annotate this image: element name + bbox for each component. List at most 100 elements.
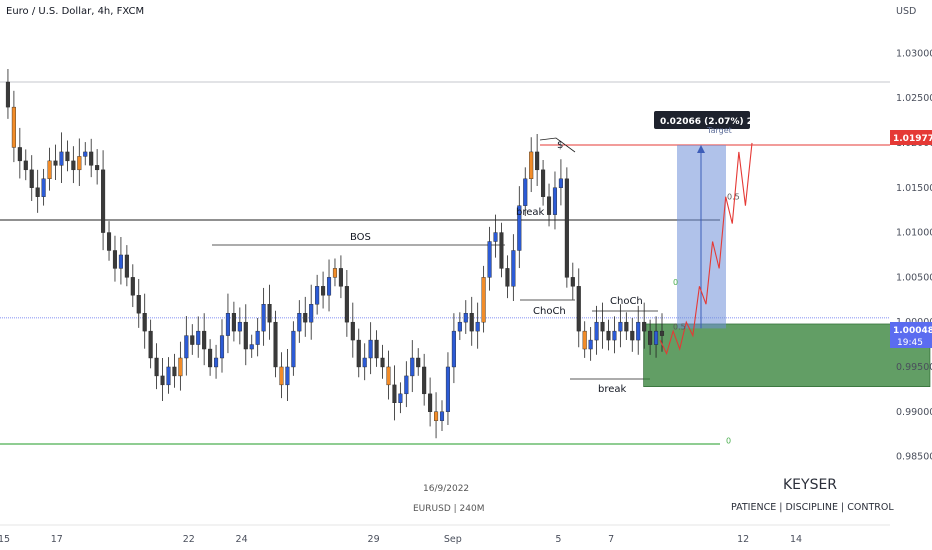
candle-body [136, 295, 141, 314]
candle-body [190, 335, 195, 345]
break-upper-label: break [516, 207, 545, 218]
candle-body [243, 321, 248, 350]
target-price-badge [890, 130, 932, 145]
y-tick-label: 1.01000 [896, 228, 932, 239]
y-tick-label: 1.03000 [896, 48, 932, 59]
price-axis-pane[interactable] [890, 0, 932, 550]
annotations: BOS break ChoCh ChoCh break $ 16/9/2022 … [350, 140, 643, 514]
candle-body [202, 330, 207, 350]
choch-right-label: ChoCh [610, 296, 643, 307]
candle-body [588, 339, 593, 350]
candle-body [47, 160, 52, 180]
candle-body [374, 339, 379, 359]
x-tick-label: 7 [608, 534, 614, 545]
projection-arrow-head [697, 145, 705, 154]
candle-body [451, 330, 456, 368]
candle-body [29, 169, 34, 188]
candle-body [23, 160, 28, 171]
candle-body [59, 151, 64, 166]
y-tick-label: 0.98500 [896, 452, 932, 463]
candle-body [41, 178, 46, 197]
candle-body [315, 286, 320, 305]
candle-body [445, 366, 450, 412]
candle-body [564, 178, 569, 278]
candle-body [659, 330, 665, 336]
projection: 0 0.5 0.5 0 [659, 142, 753, 445]
candle-body [600, 321, 605, 332]
candle-body [297, 313, 302, 332]
fib-level-label: 0 [726, 436, 731, 445]
candle-body [582, 330, 587, 350]
candle-body [356, 339, 361, 368]
candle-body [261, 304, 266, 332]
x-tick-label: 15 [0, 534, 10, 545]
candle-body [83, 151, 88, 157]
candle-body [279, 366, 284, 386]
x-tick-label: Sep [444, 534, 462, 545]
candle-body [511, 250, 516, 287]
candle-body [457, 321, 462, 332]
current-price-text: 1.00048 [893, 326, 932, 336]
candle-body [112, 250, 118, 269]
measure-badge-bg [654, 111, 750, 129]
candle-body [439, 411, 445, 421]
candle-body [362, 357, 367, 368]
candle-body [428, 393, 433, 412]
candle-body [17, 147, 22, 162]
candle-body [118, 254, 123, 269]
projection-path [659, 142, 753, 356]
candle-body [535, 151, 540, 171]
candle-body [166, 366, 171, 386]
candle-body [380, 357, 385, 368]
candle-body [344, 286, 349, 323]
candle-body [273, 321, 278, 368]
countdown-text: 19:45 [897, 338, 923, 348]
fib-level-label: 0 [673, 278, 678, 287]
currency-label: USD [896, 6, 916, 17]
swing-marker-line [539, 137, 576, 153]
candle-body [624, 321, 629, 332]
candle-body [481, 277, 486, 323]
candle-body [493, 232, 498, 242]
candle-body [654, 330, 659, 345]
candle-body [618, 321, 623, 332]
x-tick-label: 12 [737, 534, 749, 545]
candle-body [350, 321, 355, 341]
y-tick-label: 0.99000 [896, 407, 932, 418]
candle-body [214, 357, 219, 368]
current-price-badge [890, 322, 932, 348]
y-tick-label: 0.99500 [896, 362, 932, 373]
candle-body [154, 357, 159, 377]
candle-body [172, 366, 177, 377]
x-tick-label: 24 [236, 534, 248, 545]
plot-area [0, 0, 890, 525]
swing-marker-label: $ [557, 140, 563, 151]
candle-body [184, 335, 189, 359]
measure-badge: 0.02066 (2.07%) 206.6 Target [654, 111, 775, 135]
target-price-text: 1.01977 [893, 134, 932, 144]
candle-body [285, 366, 290, 386]
candle-body [208, 348, 213, 368]
candle-body [338, 268, 343, 287]
candle-body [517, 205, 522, 251]
chart-title[interactable]: Euro / U.S. Dollar, 4h, FXCM [6, 6, 144, 17]
candle-body [487, 241, 492, 278]
candle-body [231, 313, 236, 332]
candle-body [219, 335, 225, 359]
candle-body [505, 268, 510, 287]
candle-body [53, 160, 58, 166]
candle-body [392, 384, 397, 404]
candle-body [630, 330, 635, 341]
candle-body [291, 330, 296, 368]
candle-body [576, 286, 581, 332]
candle-body [386, 366, 391, 386]
fib-level-label: 0.5 [673, 323, 686, 332]
zones [643, 145, 931, 387]
candle-body [5, 81, 10, 108]
candle-body [196, 330, 201, 345]
y-tick-label: 1.01500 [896, 183, 932, 194]
brand-tagline: PATIENCE | DISCIPLINE | CONTROL [731, 502, 894, 513]
measure-badge-text: 0.02066 (2.07%) 206.6 [660, 117, 775, 127]
candle-body [648, 330, 653, 345]
